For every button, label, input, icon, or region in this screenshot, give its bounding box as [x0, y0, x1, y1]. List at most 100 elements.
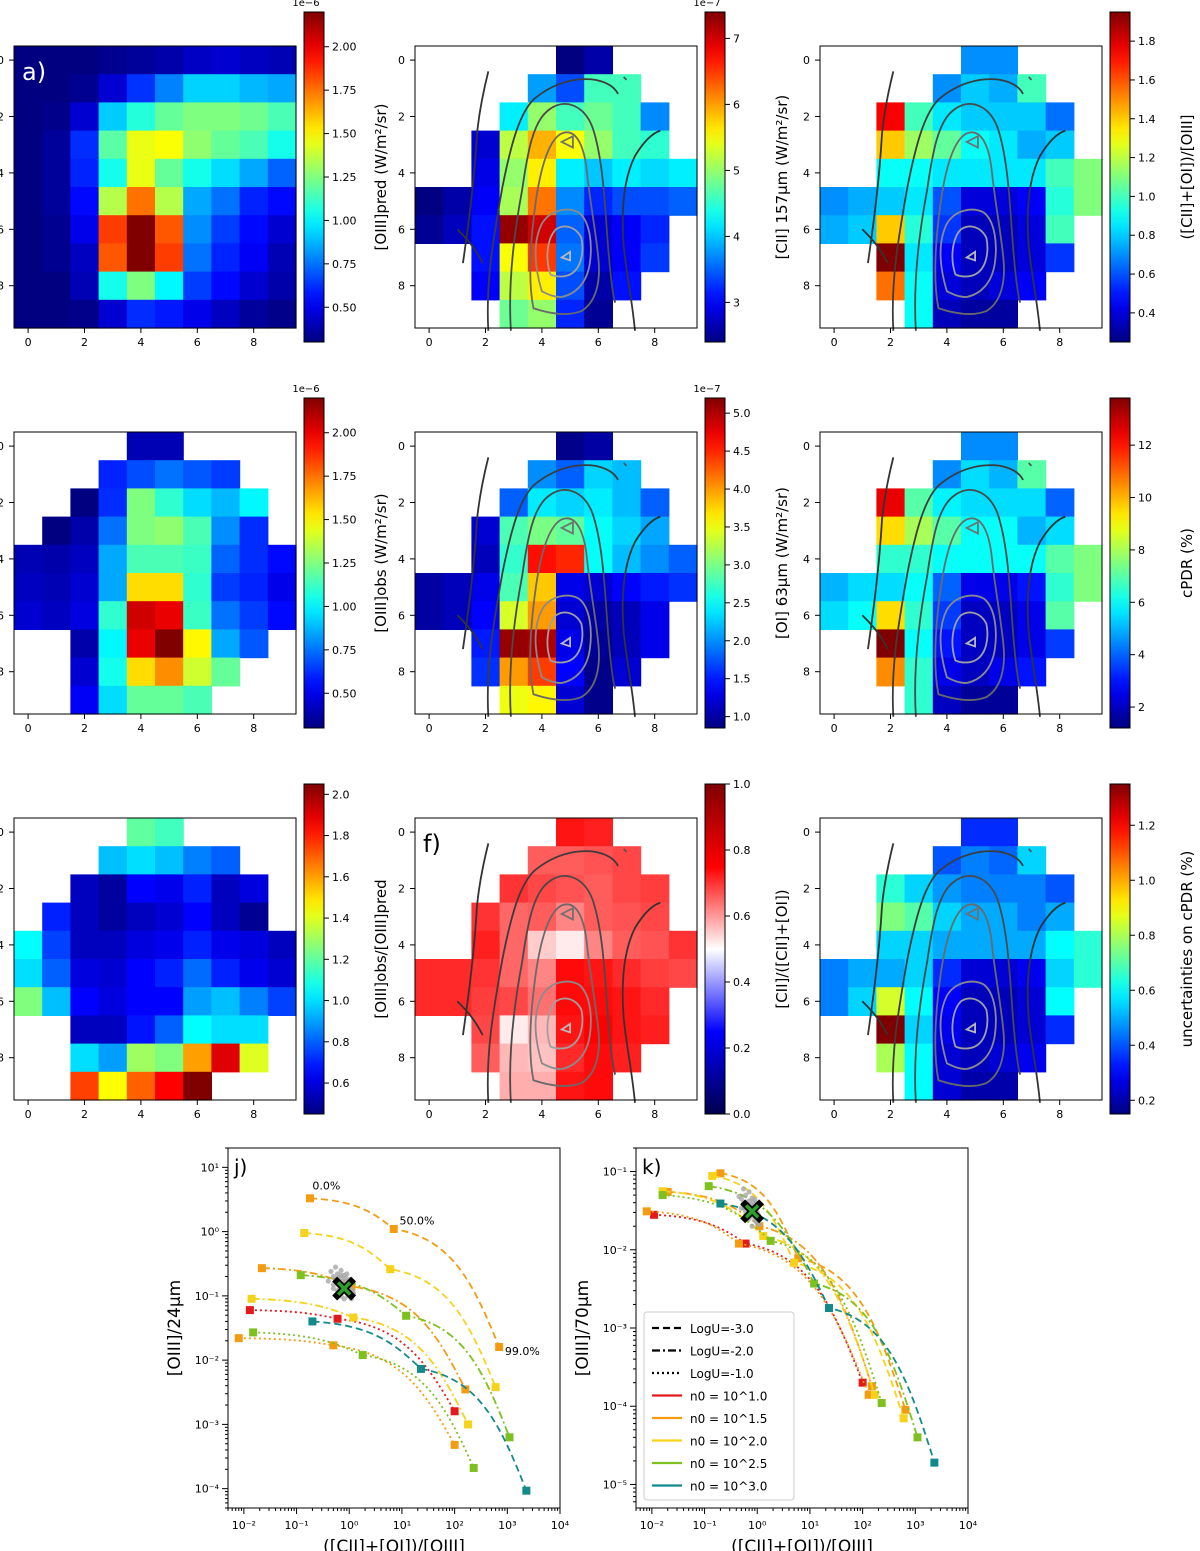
- y-tick-label: 2: [398, 111, 405, 124]
- colorbar-tick-label: 1.4: [1138, 113, 1156, 126]
- heatmap-cell: [239, 987, 269, 1016]
- heatmap-cell: [1017, 516, 1047, 546]
- heatmap-cell: [183, 657, 212, 687]
- heatmap-cell: [876, 657, 906, 687]
- series-point: [650, 1210, 659, 1219]
- heatmap-cell: [556, 187, 585, 216]
- scatter-point: [332, 1264, 339, 1270]
- panel-label: d): [423, 58, 448, 86]
- scatter-point: [746, 1189, 752, 1195]
- heatmap-cell: [961, 102, 990, 132]
- heatmap-cell: [904, 874, 934, 904]
- y-tick-label: 8: [398, 666, 405, 679]
- colorbar-tick-label: 0.2: [1138, 1094, 1156, 1107]
- contour-line: [462, 71, 490, 264]
- colorbar-tick-label: 1.5: [733, 673, 751, 686]
- colorbar-tick-label: 3.0: [733, 559, 751, 572]
- y-tick-label: 0: [803, 440, 810, 453]
- heatmap-cell: [70, 1015, 100, 1045]
- x-tick-label: 0: [831, 722, 838, 735]
- colorbar-tick-label: 2.0: [733, 635, 751, 648]
- heatmap-cell: [1045, 874, 1075, 904]
- heatmap-cell: [499, 902, 529, 932]
- heatmap-cell: [612, 488, 642, 518]
- y-tick-label: 2: [0, 111, 4, 124]
- colorbar: [303, 783, 325, 1115]
- heatmap-cell: [904, 902, 934, 932]
- series-point: [306, 1194, 315, 1203]
- heatmap-cell: [640, 187, 670, 216]
- heatmap-cell: [126, 930, 156, 960]
- heatmap-cell: [155, 846, 184, 875]
- heatmap-cell: [961, 46, 990, 75]
- heatmap-cell: [961, 432, 990, 461]
- heatmap-cell: [183, 629, 212, 659]
- heatmap-cell: [98, 158, 128, 188]
- heatmap-cell: [70, 516, 100, 546]
- chart-k: 10⁻² 10⁻¹ 10⁰ 10¹ 10² 10³ 10⁴ 10⁻⁵ 10⁻⁴ 10⁻³ 10⁻² 1…: [573, 1147, 978, 1551]
- heatmap-cell: [126, 271, 156, 301]
- y-tick-label: 2: [0, 497, 4, 510]
- heatmap-cell: [155, 130, 184, 160]
- series-point: [349, 1313, 358, 1322]
- heatmap-cell: [640, 158, 670, 188]
- heatmap-cell: [267, 959, 297, 988]
- colorbar-tick-label: 1.75: [332, 470, 357, 483]
- colorbar-tick-label: 1.0: [1138, 190, 1156, 203]
- heatmap-cell: [155, 818, 184, 847]
- heatmap-cell: [70, 271, 100, 301]
- colorbar: [704, 397, 726, 729]
- series-line: [249, 1309, 456, 1412]
- heatmap-cell: [989, 818, 1018, 847]
- contour-line: [914, 489, 1022, 717]
- contour-line: [891, 464, 1024, 717]
- y-tick-label: 10⁻²: [195, 1354, 219, 1367]
- x-tick-label: 4: [137, 1108, 144, 1121]
- heatmap-cell: [876, 1015, 906, 1045]
- heatmap-cell: [70, 930, 100, 960]
- heatmap-cell: [98, 629, 128, 659]
- colorbar: [704, 11, 726, 343]
- y-tick-label: 0: [803, 826, 810, 839]
- heatmap-cell: [155, 1015, 184, 1045]
- heatmap-cell: [267, 46, 297, 75]
- heatmap-cell: [155, 46, 184, 75]
- x-tick-label: 0: [25, 1108, 32, 1121]
- y-tick-label: 6: [0, 609, 4, 622]
- x-tick-label: 2: [81, 722, 88, 735]
- heatmap-cell: [1017, 573, 1047, 602]
- heatmap-cell: [932, 573, 962, 602]
- heatmap-cell: [98, 959, 128, 988]
- heatmap-cell: [98, 987, 128, 1016]
- annotation-label: 99.0%: [505, 1345, 540, 1358]
- heatmap-cell: [640, 959, 670, 988]
- series-line: [253, 1331, 475, 1469]
- heatmap-cell: [876, 158, 906, 188]
- heatmap-cell: [239, 215, 269, 244]
- heatmap-cell: [820, 987, 849, 1016]
- heatmap-cell: [876, 102, 906, 132]
- heatmap-cell: [932, 74, 962, 103]
- colorbar-tick-label: 0.75: [332, 644, 357, 657]
- colorbar-tick-label: 1.25: [332, 557, 357, 570]
- x-tick-label: 2: [887, 336, 894, 349]
- heatmap-cell: [155, 102, 184, 132]
- heatmap-cell: [1045, 902, 1075, 932]
- heatmap-cell: [1045, 516, 1075, 546]
- heatmap-cell: [820, 601, 849, 630]
- colorbar-tick-label: 1.50: [332, 128, 357, 141]
- y-tick-label: 6: [398, 223, 405, 236]
- series-point: [708, 1171, 717, 1180]
- series-point: [505, 1433, 514, 1442]
- series-point: [358, 1351, 367, 1360]
- heatmap-cell: [612, 601, 642, 630]
- contour-line: [891, 850, 1024, 1103]
- y-tick-label: 6: [0, 223, 4, 236]
- x-tick-label: 2: [81, 336, 88, 349]
- heatmap-cell: [904, 187, 934, 216]
- heatmap-cell: [584, 46, 613, 75]
- scatter-point: [752, 1196, 758, 1203]
- series-line: [662, 1194, 883, 1404]
- contour-line: [951, 225, 989, 278]
- heatmap-cell: [640, 629, 670, 659]
